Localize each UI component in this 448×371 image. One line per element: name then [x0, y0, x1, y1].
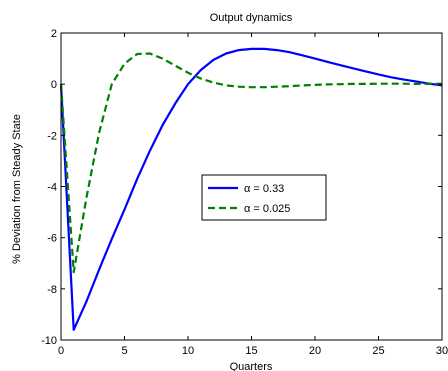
x-axis-title: Quarters	[230, 361, 273, 371]
y-tick-label: -6	[47, 233, 57, 245]
x-tick-label: 25	[372, 345, 384, 357]
x-tick-label: 10	[182, 345, 194, 357]
x-tick-label: 30	[436, 345, 448, 357]
x-tick-label: 20	[309, 345, 321, 357]
x-tick-label: 15	[245, 345, 257, 357]
legend: α = 0.33 α = 0.025	[201, 174, 327, 221]
y-tick-label: 2	[51, 28, 57, 40]
legend-box	[201, 174, 327, 221]
y-tick-label: -4	[47, 182, 57, 194]
y-tick-label: 0	[51, 79, 57, 91]
x-tick-label: 5	[121, 345, 127, 357]
y-tick-label: -8	[47, 284, 57, 296]
legend-label-2: α = 0.025	[244, 203, 290, 215]
y-tick-label: -10	[41, 335, 57, 347]
legend-label-1: α = 0.33	[244, 183, 284, 195]
x-tick-label: 0	[58, 345, 64, 357]
series-line-1	[59, 47, 443, 331]
chart-title: Output dynamics	[210, 12, 293, 24]
y-tick-label: -2	[47, 130, 57, 142]
y-axis-title: % Deviation from Steady State	[11, 114, 23, 264]
series-line-2	[59, 52, 442, 274]
